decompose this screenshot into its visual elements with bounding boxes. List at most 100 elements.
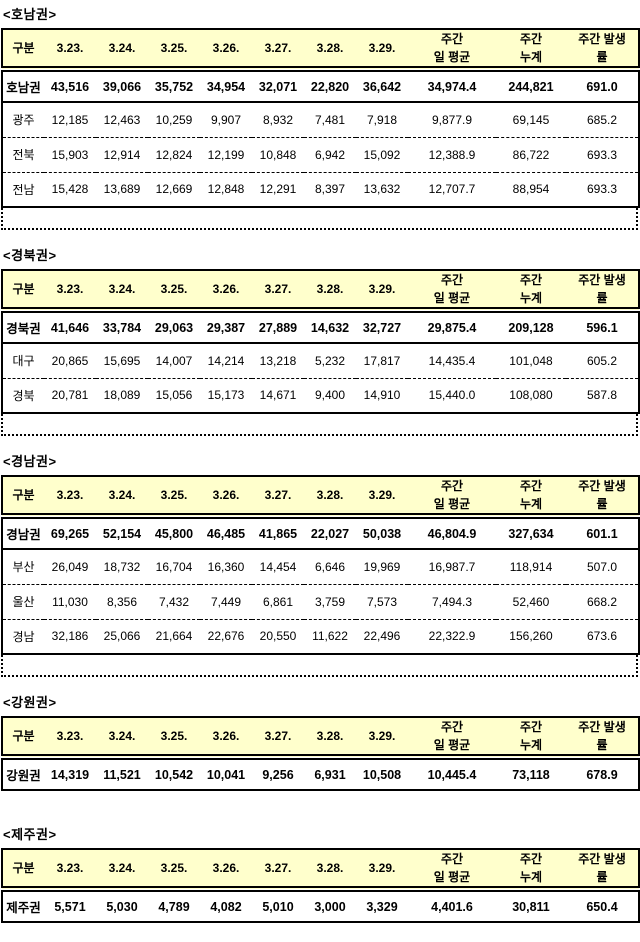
value-cell: 12,707.7 <box>408 171 496 207</box>
value-cell: 52,154 <box>96 516 148 550</box>
value-cell: 13,218 <box>252 342 304 378</box>
value-cell: 5,571 <box>44 889 96 923</box>
value-cell: 27,889 <box>252 310 304 344</box>
column-header: 구분 <box>2 717 44 760</box>
value-cell: 13,689 <box>96 171 148 207</box>
row-label: 제주권 <box>2 889 44 923</box>
value-cell: 8,356 <box>96 583 148 619</box>
value-cell: 7,494.3 <box>408 583 496 619</box>
region-table: 구분 3.23. 3.24. 3.25. 3.26. 3.27. 3.28. 3.29. 주간 … <box>1 475 640 655</box>
column-header: 3.25. <box>148 29 200 72</box>
value-cell: 18,732 <box>96 548 148 584</box>
value-cell: 15,440.0 <box>408 377 496 413</box>
value-cell: 15,428 <box>44 171 96 207</box>
column-header: 주간 누계 <box>496 717 566 760</box>
column-header: 3.29. <box>356 29 408 72</box>
value-cell: 32,727 <box>356 310 408 344</box>
value-cell: 693.3 <box>566 136 639 172</box>
value-cell: 15,903 <box>44 136 96 172</box>
value-cell: 20,781 <box>44 377 96 413</box>
value-cell: 41,865 <box>252 516 304 550</box>
row-label: 부산 <box>2 548 44 584</box>
column-header: 구분 <box>2 29 44 72</box>
value-cell: 15,173 <box>200 377 252 413</box>
column-header: 3.28. <box>304 476 356 519</box>
value-cell: 39,066 <box>96 69 148 103</box>
column-header: 3.23. <box>44 476 96 519</box>
value-cell: 14,454 <box>252 548 304 584</box>
region-section: <호남권> 구분 3.23. 3.24. 3.25. 3.26. 3.27. 3.28. 3.2… <box>0 5 640 230</box>
column-header: 주간 일 평균 <box>408 29 496 72</box>
row-label: 대구 <box>2 342 44 378</box>
value-cell: 33,784 <box>96 310 148 344</box>
value-cell: 32,071 <box>252 69 304 103</box>
value-cell: 9,256 <box>252 757 304 791</box>
value-cell: 69,265 <box>44 516 96 550</box>
region-summary-row: 호남권 43,516 39,066 35,752 34,954 32,071 22,820 3… <box>2 69 639 103</box>
section-title: <제주권> <box>3 827 57 842</box>
row-label: 호남권 <box>2 69 44 103</box>
region-table: 구분 3.23. 3.24. 3.25. 3.26. 3.27. 3.28. 3.29. 주간 … <box>1 269 640 414</box>
value-cell: 22,027 <box>304 516 356 550</box>
region-section: <제주권> 구분 3.23. 3.24. 3.25. 3.26. 3.27. 3.28. 3.2… <box>0 825 640 923</box>
column-header: 3.23. <box>44 29 96 72</box>
column-header: 3.23. <box>44 717 96 760</box>
column-header: 3.24. <box>96 270 148 313</box>
column-header: 주간 일 평균 <box>408 476 496 519</box>
value-cell: 12,463 <box>96 101 148 137</box>
column-header: 3.26. <box>200 717 252 760</box>
empty-dotted-row <box>1 208 638 230</box>
value-cell: 18,089 <box>96 377 148 413</box>
region-data-row: 울산 11,030 8,356 7,432 7,449 6,861 3,759 7,573 7,… <box>2 583 639 619</box>
value-cell: 3,329 <box>356 889 408 923</box>
row-label: 광주 <box>2 101 44 137</box>
empty-dotted-row <box>1 414 638 436</box>
column-header: 3.28. <box>304 29 356 72</box>
value-cell: 7,573 <box>356 583 408 619</box>
value-cell: 6,942 <box>304 136 356 172</box>
value-cell: 101,048 <box>496 342 566 378</box>
value-cell: 596.1 <box>566 310 639 344</box>
value-cell: 9,877.9 <box>408 101 496 137</box>
value-cell: 12,848 <box>200 171 252 207</box>
section-title: <호남권> <box>3 7 57 22</box>
region-summary-row: 강원권 14,319 11,521 10,542 10,041 9,256 6,931 10,… <box>2 757 639 791</box>
column-header: 주간 일 평균 <box>408 849 496 892</box>
value-cell: 14,671 <box>252 377 304 413</box>
value-cell: 30,811 <box>496 889 566 923</box>
value-cell: 587.8 <box>566 377 639 413</box>
value-cell: 5,010 <box>252 889 304 923</box>
column-header: 3.24. <box>96 476 148 519</box>
value-cell: 17,817 <box>356 342 408 378</box>
value-cell: 12,291 <box>252 171 304 207</box>
value-cell: 15,695 <box>96 342 148 378</box>
row-label: 울산 <box>2 583 44 619</box>
column-header: 구분 <box>2 476 44 519</box>
column-header: 3.27. <box>252 717 304 760</box>
empty-dotted-row <box>1 655 638 677</box>
column-header: 3.23. <box>44 849 96 892</box>
column-header: 주간 발생 률 <box>566 849 639 892</box>
column-header: 3.29. <box>356 717 408 760</box>
value-cell: 36,642 <box>356 69 408 103</box>
value-cell: 507.0 <box>566 548 639 584</box>
value-cell: 4,401.6 <box>408 889 496 923</box>
value-cell: 10,848 <box>252 136 304 172</box>
value-cell: 43,516 <box>44 69 96 103</box>
value-cell: 685.2 <box>566 101 639 137</box>
value-cell: 650.4 <box>566 889 639 923</box>
value-cell: 4,789 <box>148 889 200 923</box>
value-cell: 7,449 <box>200 583 252 619</box>
region-table: 구분 3.23. 3.24. 3.25. 3.26. 3.27. 3.28. 3.29. 주간 … <box>1 28 640 208</box>
value-cell: 20,865 <box>44 342 96 378</box>
value-cell: 7,918 <box>356 101 408 137</box>
value-cell: 14,910 <box>356 377 408 413</box>
value-cell: 10,508 <box>356 757 408 791</box>
section-title: <강원권> <box>3 695 57 710</box>
column-header: 3.28. <box>304 270 356 313</box>
region-table: 구분 3.23. 3.24. 3.25. 3.26. 3.27. 3.28. 3.29. 주간 … <box>1 848 640 923</box>
value-cell: 34,974.4 <box>408 69 496 103</box>
value-cell: 22,496 <box>356 618 408 654</box>
region-summary-row: 제주권 5,571 5,030 4,789 4,082 5,010 3,000 3,329 4,… <box>2 889 639 923</box>
region-table: 구분 3.23. 3.24. 3.25. 3.26. 3.27. 3.28. 3.29. 주간 … <box>1 716 640 791</box>
